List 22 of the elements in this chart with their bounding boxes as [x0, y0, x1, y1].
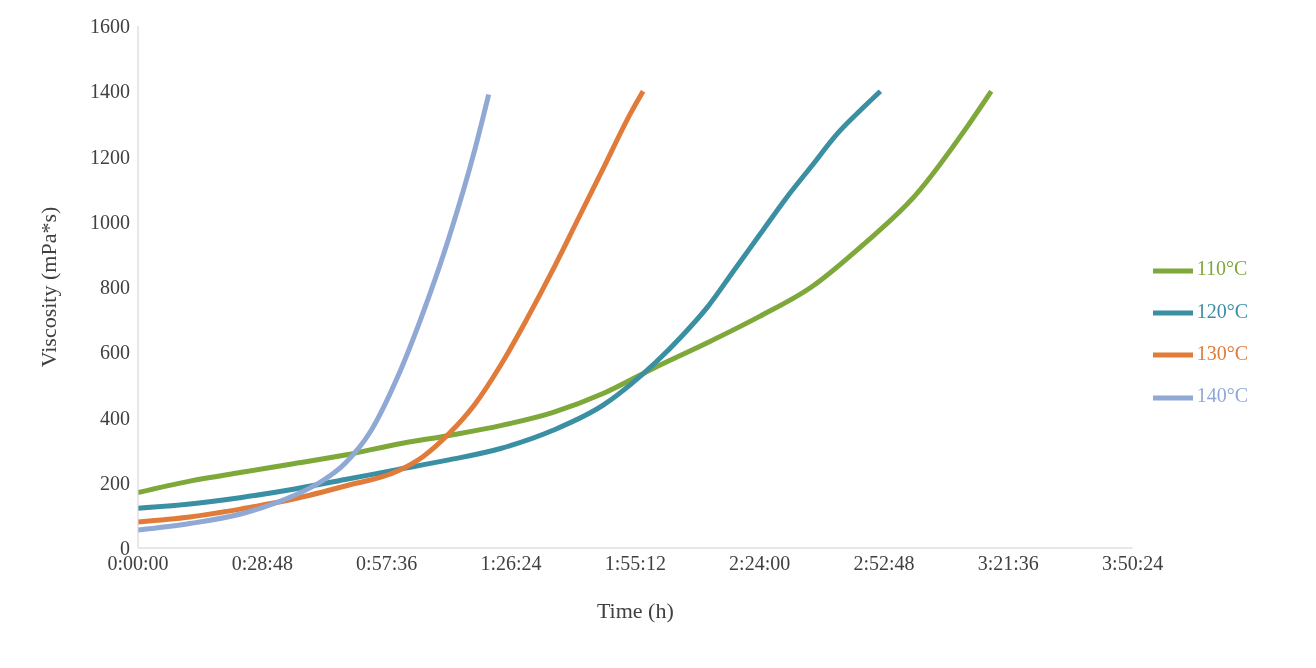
x-tick-label: 1:26:24 [480, 552, 542, 575]
y-tick-label: 1400 [90, 80, 130, 103]
legend-label: 130°C [1196, 342, 1248, 364]
y-tick-label: 200 [100, 471, 130, 494]
y-axis-title: Viscosity (mPa*s) [35, 206, 61, 368]
y-tick-label: 1000 [90, 210, 130, 233]
y-tick-label: 800 [100, 276, 130, 299]
x-tick-label: 3:21:36 [977, 552, 1039, 575]
y-tick-label: 600 [100, 341, 130, 364]
x-tick-label: 0:57:36 [356, 552, 418, 575]
y-tick-label: 1200 [90, 145, 130, 168]
x-axis-title: Time (h) [596, 598, 674, 623]
y-tick-label: 1600 [90, 15, 130, 38]
x-tick-label: 3:50:24 [1102, 552, 1164, 575]
x-tick-label: 2:24:00 [729, 552, 791, 575]
legend-label: 110°C [1196, 257, 1248, 280]
legend-label: 140°C [1196, 384, 1248, 407]
x-tick-label: 1:55:12 [604, 552, 666, 575]
x-tick-label: 2:52:48 [853, 552, 915, 575]
y-tick-label: 400 [100, 406, 130, 429]
x-tick-label: 0:28:48 [231, 552, 293, 575]
legend-label: 120°C [1196, 299, 1248, 322]
